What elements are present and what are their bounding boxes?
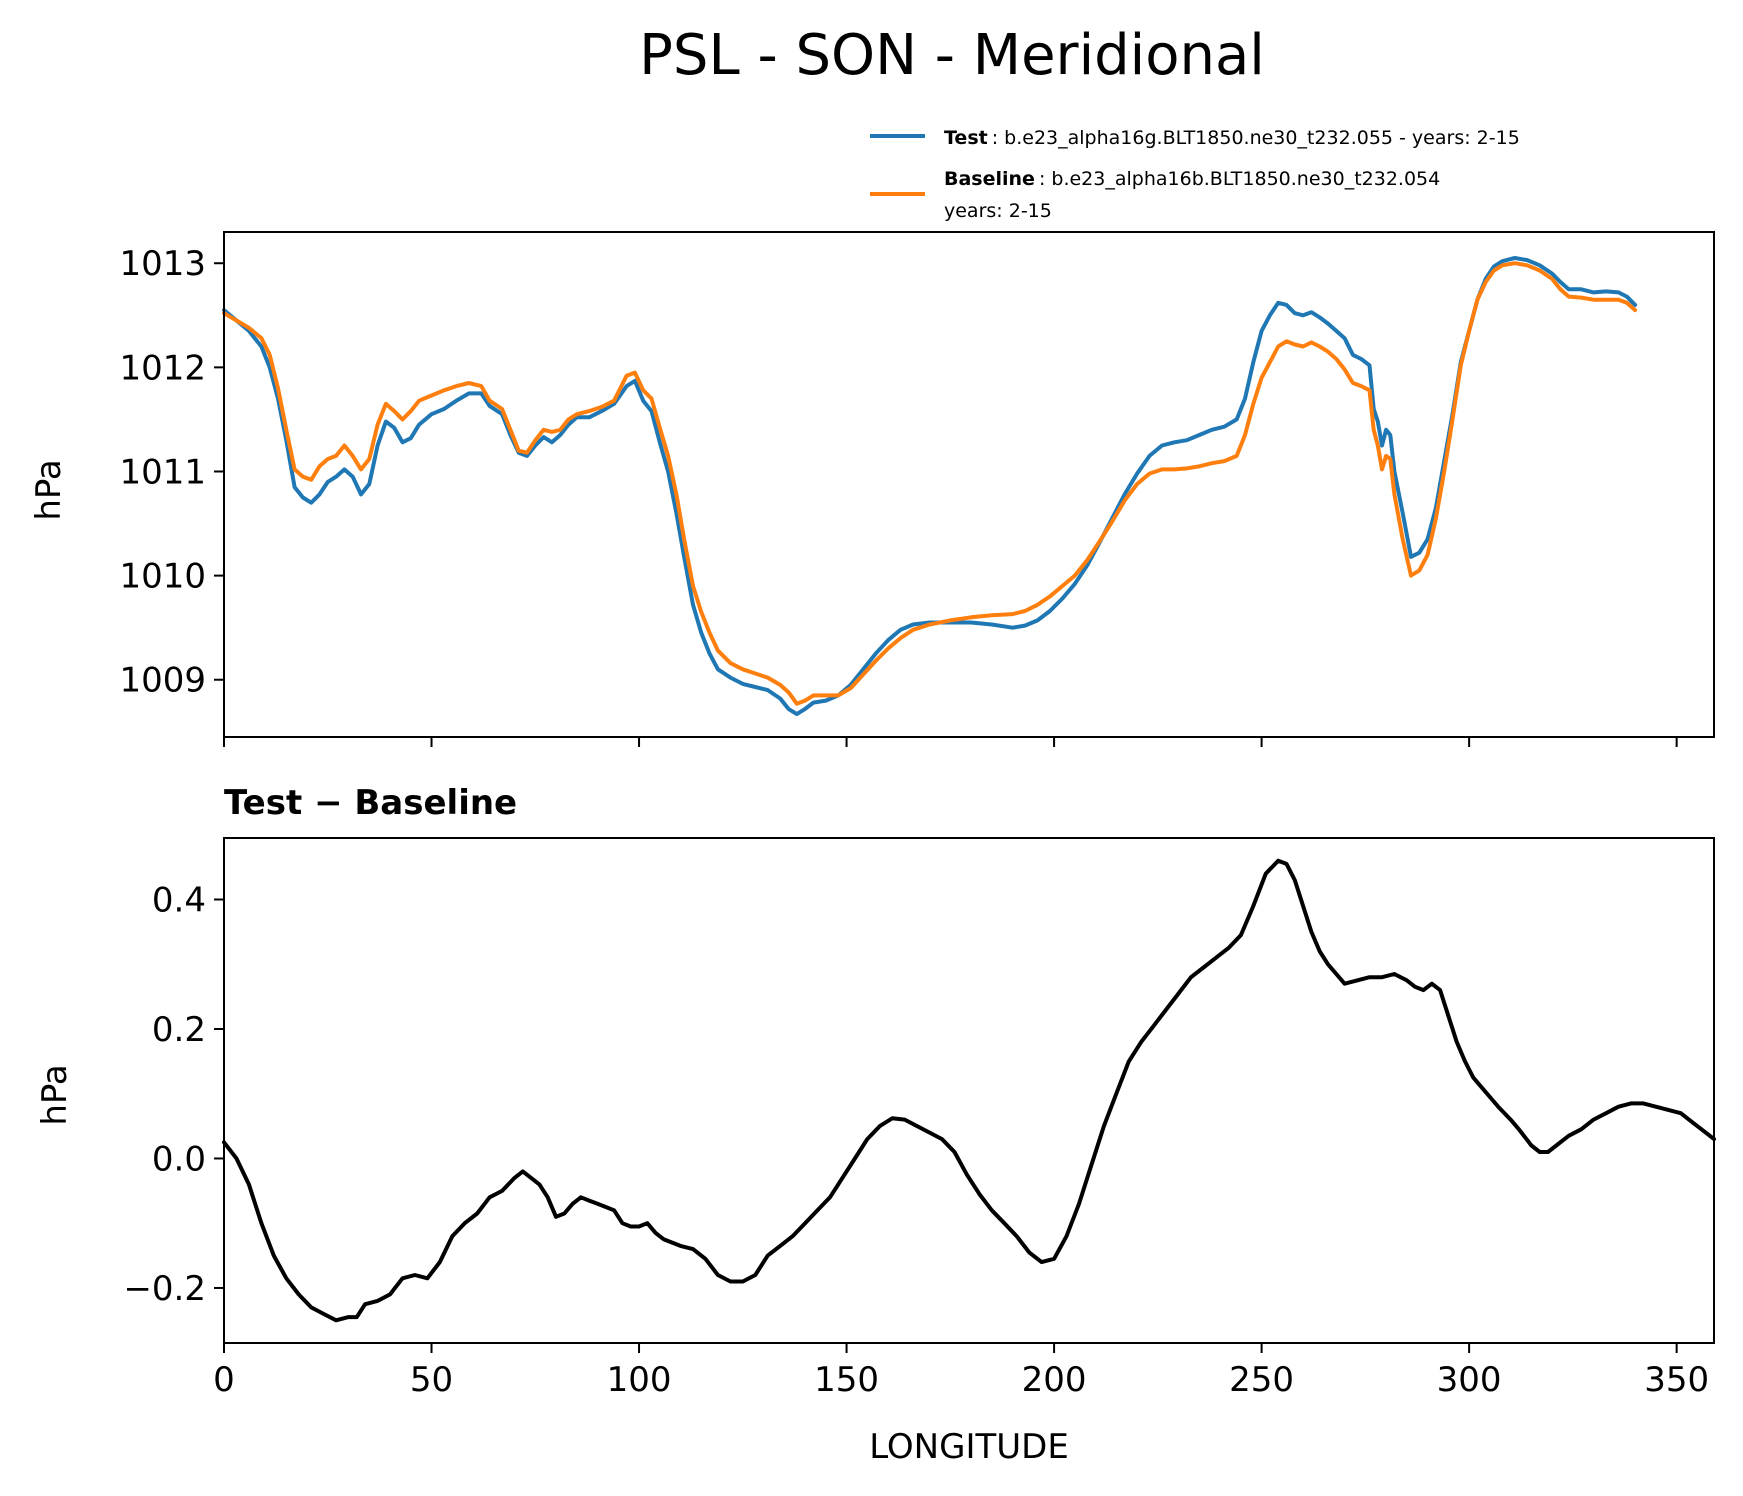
bottom-series-difference-line — [222, 858, 1716, 1323]
xtick-label: 350 — [1644, 1360, 1709, 1400]
x-axis-label: LONGITUDE — [869, 1427, 1069, 1467]
bottom-ytick-label: 0.0 — [152, 1139, 206, 1179]
xtick-label: 300 — [1437, 1360, 1502, 1400]
legend: Test: b.e23_alpha16g.BLT1850.ne30_t232.0… — [870, 127, 1520, 222]
legend-test-desc: : b.e23_alpha16g.BLT1850.ne30_t232.055 -… — [992, 127, 1520, 149]
bottom-ytick-label: 0.2 — [152, 1010, 206, 1050]
bottom-yticks: −0.2 0.0 0.2 0.4 — [123, 881, 224, 1309]
bottom-plot-frame — [223, 837, 1715, 1344]
top-series-baseline-line — [222, 261, 1638, 706]
top-ylabel: hPa — [29, 459, 69, 520]
xtick-label: 150 — [814, 1360, 879, 1400]
legend-baseline-desc2: years: 2-15 — [944, 200, 1052, 222]
legend-test-name: Test — [944, 127, 988, 149]
bottom-ylabel: hPa — [35, 1064, 75, 1125]
top-plot-frame — [223, 231, 1715, 738]
top-panel: hPa 1009 1010 1011 1012 1013 — [29, 231, 1715, 747]
top-ytick-label: 1012 — [119, 348, 206, 388]
legend-test-label: Test: b.e23_alpha16g.BLT1850.ne30_t232.0… — [944, 127, 1520, 149]
top-series — [222, 256, 1638, 717]
top-ytick-label: 1009 — [119, 661, 206, 701]
top-series-test-line — [222, 256, 1638, 717]
xtick-label: 50 — [410, 1360, 453, 1400]
top-xticks — [223, 737, 1678, 747]
xtick-label: 250 — [1229, 1360, 1294, 1400]
bottom-ytick-label: −0.2 — [123, 1269, 206, 1309]
bottom-ytick-label: 0.4 — [152, 881, 206, 921]
top-ytick-label: 1013 — [119, 244, 206, 284]
legend-baseline-name: Baseline — [944, 168, 1035, 190]
bottom-panel-title: Test − Baseline — [224, 783, 517, 823]
figure-title: PSL - SON - Meridional — [639, 23, 1265, 88]
legend-baseline-label: Baseline: b.e23_alpha16b.BLT1850.ne30_t2… — [944, 168, 1440, 190]
bottom-panel: Test − Baseline hPa −0.2 0.0 0.2 0.4 0 50 100… — [35, 783, 1716, 1467]
bottom-xticks: 0 50 100 150 200 250 300 350 — [213, 1343, 1709, 1400]
top-ytick-label: 1011 — [119, 452, 206, 492]
top-ytick-label: 1010 — [119, 557, 206, 597]
xtick-label: 100 — [607, 1360, 672, 1400]
legend-baseline-desc: : b.e23_alpha16b.BLT1850.ne30_t232.054 — [1039, 168, 1440, 190]
top-yticks: 1009 1010 1011 1012 1013 — [119, 244, 224, 701]
xtick-label: 200 — [1022, 1360, 1087, 1400]
bottom-series — [222, 858, 1716, 1323]
xtick-label: 0 — [213, 1360, 235, 1400]
